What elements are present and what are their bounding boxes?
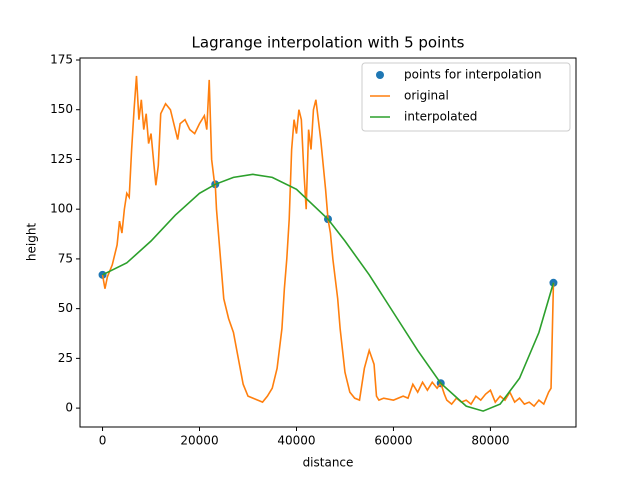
chart-title: Lagrange interpolation with 5 points — [192, 34, 465, 52]
y-axis-label: height — [25, 223, 39, 262]
y-tick-label: 50 — [58, 301, 73, 315]
y-tick-label: 0 — [65, 401, 73, 415]
x-axis-label: distance — [303, 456, 354, 470]
y-tick-label: 25 — [58, 351, 73, 365]
legend-label: original — [404, 89, 449, 103]
y-tick-label: 75 — [58, 251, 73, 265]
legend-marker — [376, 71, 384, 79]
y-tick-label: 175 — [50, 52, 73, 66]
x-tick-label: 80000 — [471, 434, 509, 448]
legend-box — [361, 62, 571, 132]
x-tick-label: 40000 — [277, 434, 315, 448]
x-tick-label: 60000 — [374, 434, 412, 448]
plot-frame — [79, 57, 577, 428]
series-line — [102, 173, 555, 412]
series-line — [101, 75, 555, 408]
legend-label: points for interpolation — [404, 68, 542, 82]
legend-label: interpolated — [404, 110, 477, 124]
x-tick-label: 20000 — [180, 434, 218, 448]
y-tick-label: 125 — [50, 152, 73, 166]
y-tick-label: 150 — [50, 102, 73, 116]
x-tick-label: 0 — [99, 434, 107, 448]
y-tick-label: 100 — [50, 202, 73, 216]
